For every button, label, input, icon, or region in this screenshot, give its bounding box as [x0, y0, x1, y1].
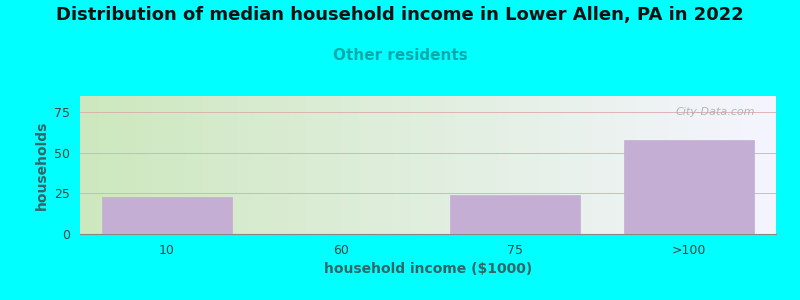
Text: Distribution of median household income in Lower Allen, PA in 2022: Distribution of median household income … [56, 6, 744, 24]
Bar [624, 140, 754, 234]
Bar [102, 197, 232, 234]
Text: Other residents: Other residents [333, 48, 467, 63]
Text: City-Data.com: City-Data.com [676, 107, 755, 117]
Y-axis label: households: households [34, 120, 49, 210]
X-axis label: household income ($1000): household income ($1000) [324, 262, 532, 276]
Bar [450, 195, 580, 234]
